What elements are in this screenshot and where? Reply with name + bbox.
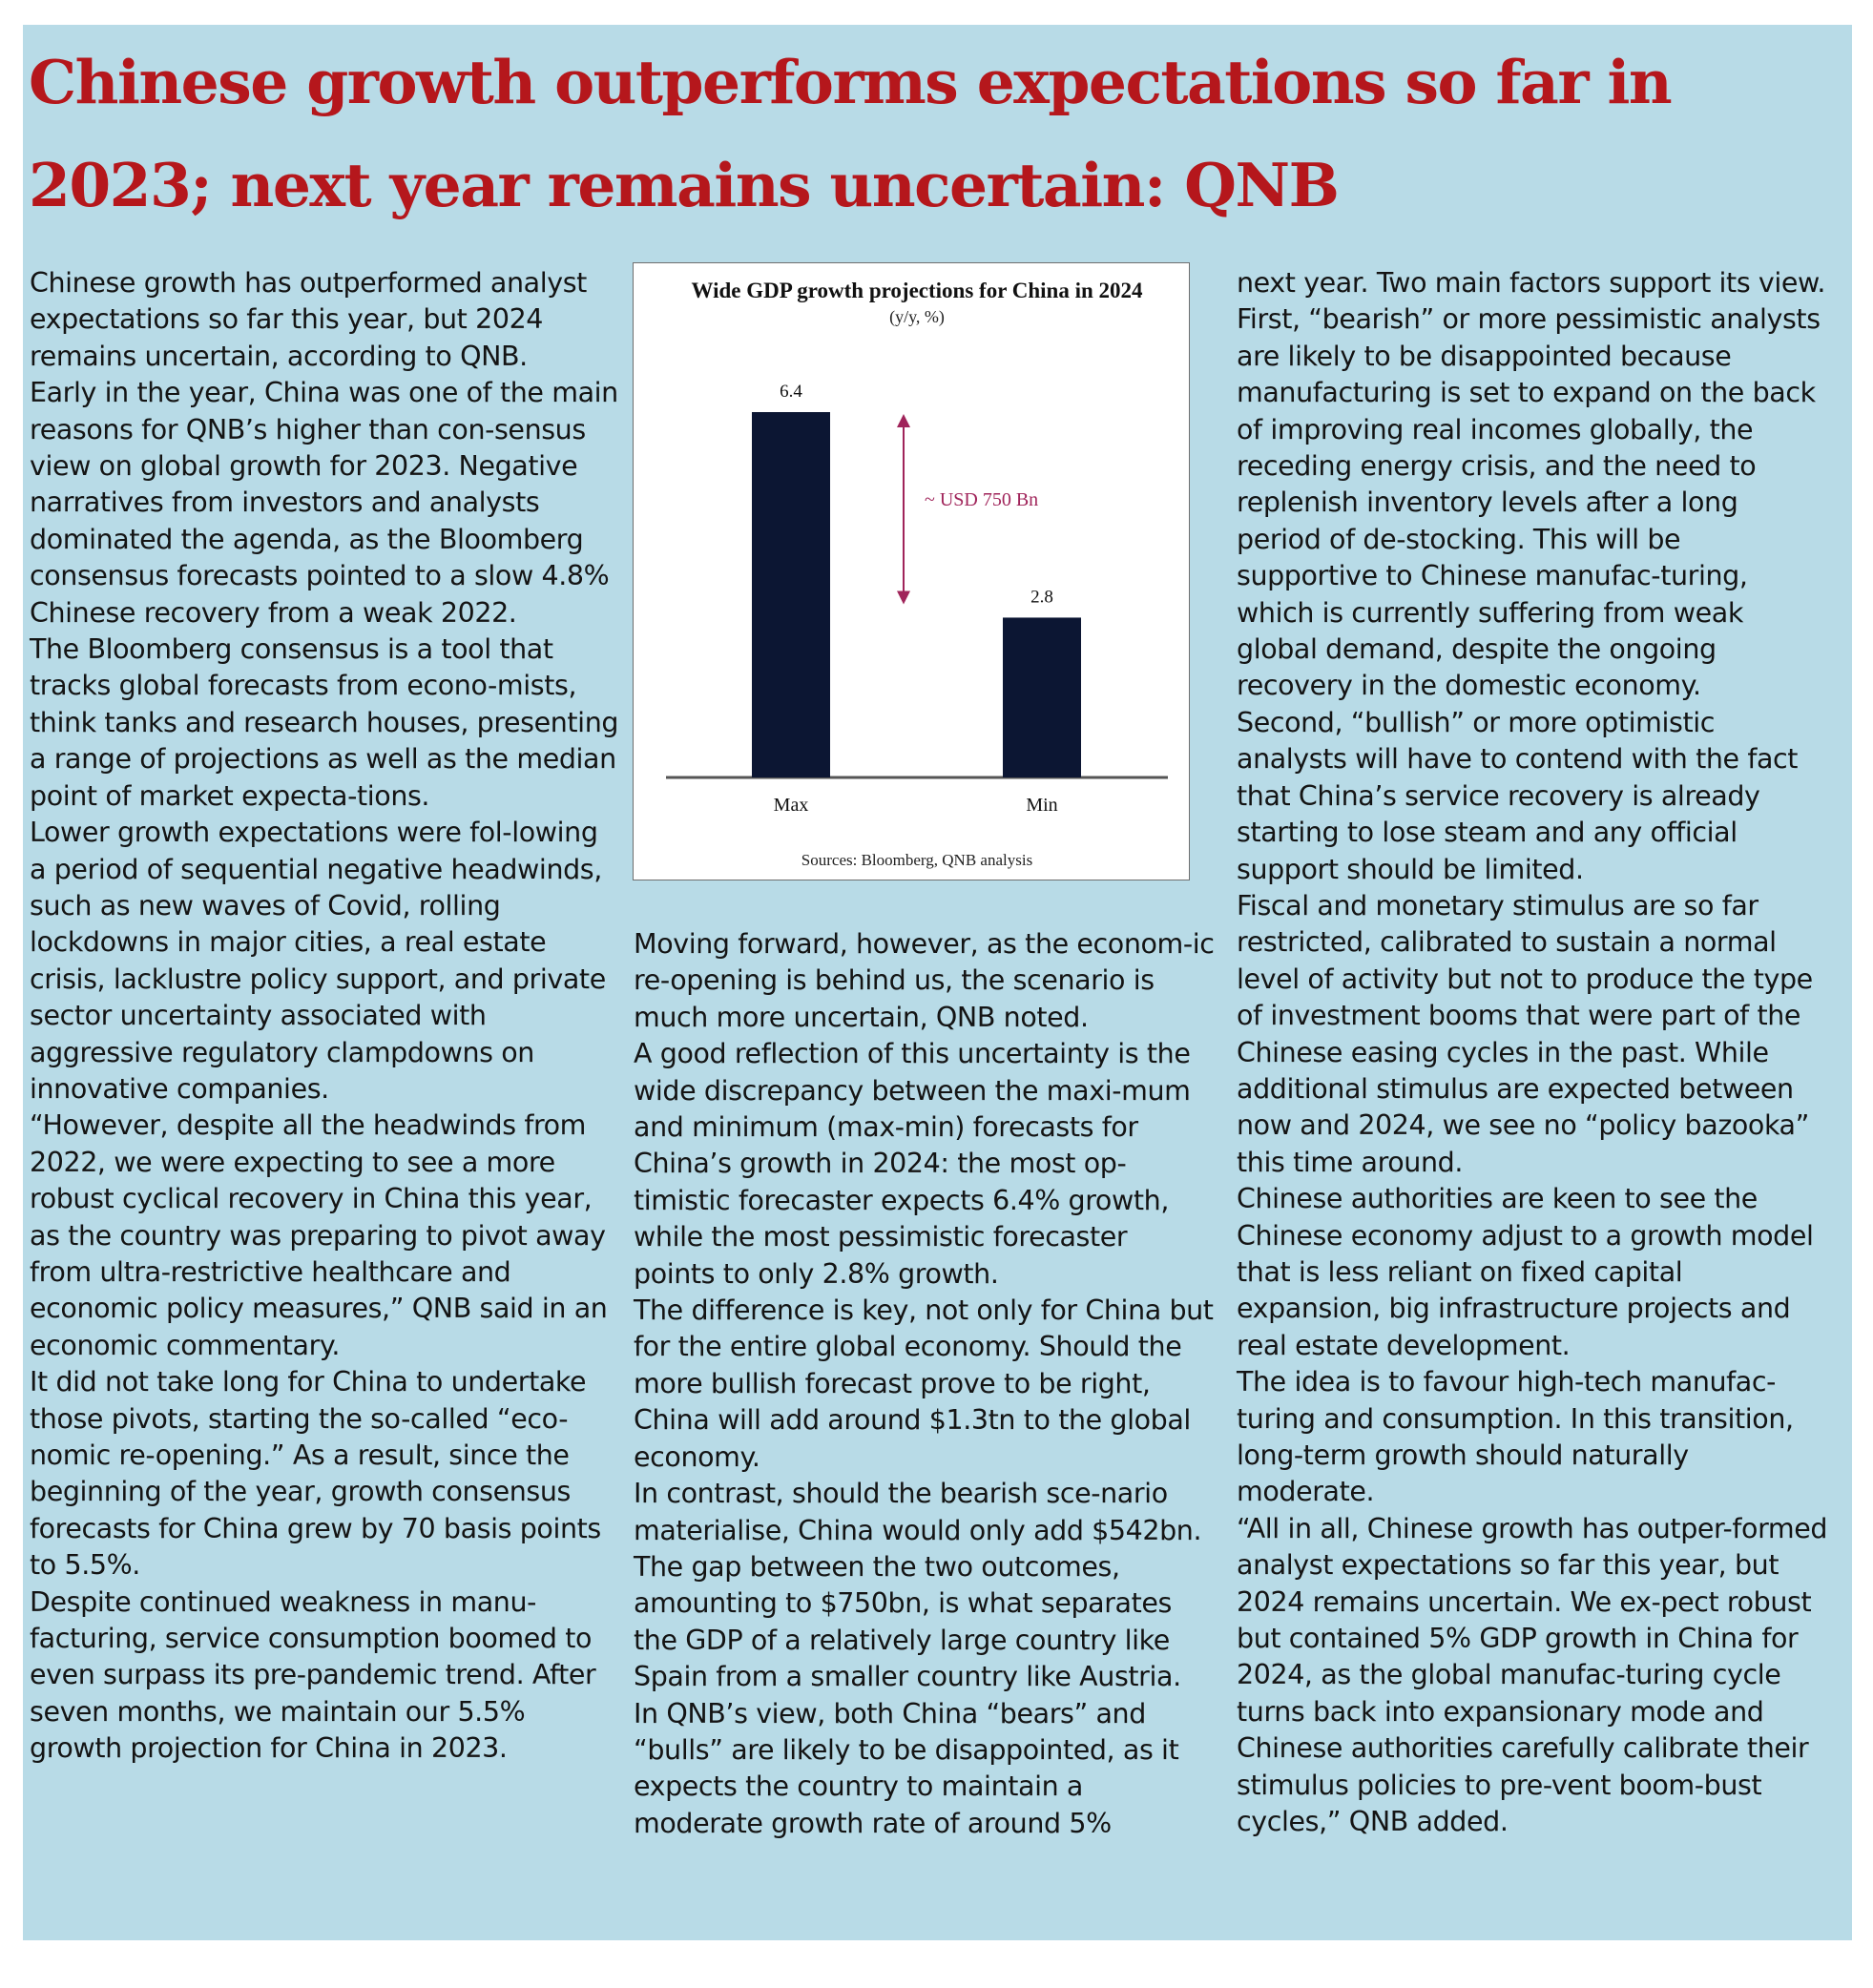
difference-annotation: ~ USD 750 Bn <box>925 489 1038 510</box>
paragraph: In QNB’s view, both China “bears” and “b… <box>634 1697 1179 1839</box>
paragraph: Chinese authorities are keen to see the … <box>1237 1183 1814 1361</box>
paragraph: It did not take long for China to undert… <box>30 1366 601 1582</box>
paragraph: In contrast, should the bearish sce-nari… <box>634 1478 1202 1693</box>
paragraph: next year. Two main factors support its … <box>1237 267 1826 299</box>
chart-canvas: Wide GDP growth projections for China in… <box>666 279 1168 869</box>
data-label-max: 6.4 <box>780 382 802 402</box>
chart-subtitle: (y/y, %) <box>889 307 945 327</box>
bar-max <box>752 412 830 777</box>
paragraph: First, “bearish” or more pessimistic ana… <box>1237 303 1821 702</box>
gdp-chart: Wide GDP growth projections for China in… <box>633 262 1190 880</box>
paragraph: Lower growth expectations were fol-lowin… <box>30 817 606 1105</box>
paragraph: Early in the year, China was one of the … <box>30 377 618 629</box>
paragraph: Chinese growth has outperformed analyst … <box>30 267 587 372</box>
paragraph: The Bloomberg consensus is a tool that t… <box>30 633 619 812</box>
paragraph: “All in all, Chinese growth has outper-f… <box>1237 1512 1828 1838</box>
chart-title: Wide GDP growth projections for China in… <box>691 279 1143 302</box>
chart-source: Sources: Bloomberg, QNB analysis <box>801 851 1032 869</box>
bar-min <box>1003 617 1081 777</box>
paragraph: “However, despite all the headwinds from… <box>30 1109 608 1361</box>
text-column-3: next year. Two main factors support its … <box>1237 265 1828 1840</box>
paragraph: Moving forward, however, as the econom-i… <box>634 928 1215 1033</box>
difference-arrow-head-up <box>897 414 910 427</box>
text-column-2: Moving forward, however, as the econom-i… <box>634 926 1216 1842</box>
paragraph: The difference is key, not only for Chin… <box>634 1294 1214 1473</box>
paragraph: Fiscal and monetary stimulus are so far … <box>1237 889 1813 1178</box>
tick-label-max: Max <box>774 795 809 816</box>
data-label-min: 2.8 <box>1030 587 1053 607</box>
tick-label-min: Min <box>1026 795 1057 816</box>
text-column-1: Chinese growth has outperformed analyst … <box>30 265 621 1768</box>
paragraph: A good reflection of this uncertainty is… <box>634 1038 1191 1290</box>
difference-arrow-head-down <box>897 590 910 605</box>
paragraph: Despite continued weakness in manu-factu… <box>30 1585 596 1765</box>
headline: Chinese growth outperforms expectations … <box>29 47 1673 220</box>
paragraph: Second, “bullish” or more optimistic ana… <box>1237 706 1799 885</box>
paragraph: The idea is to favour high-tech manufac-… <box>1237 1366 1794 1508</box>
